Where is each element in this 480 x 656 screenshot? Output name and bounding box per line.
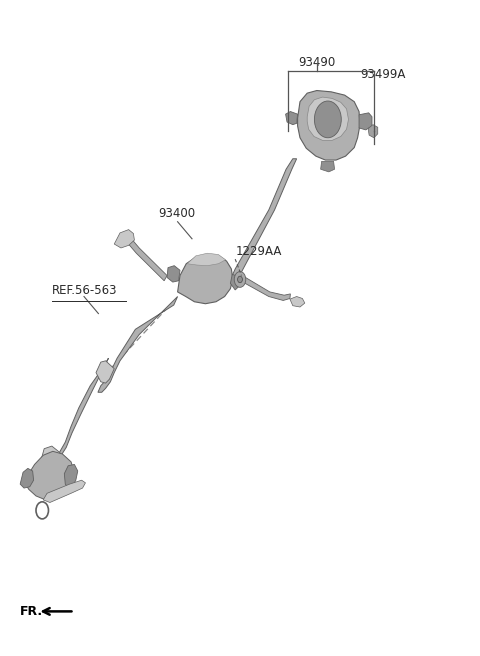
- Polygon shape: [43, 480, 85, 502]
- Polygon shape: [96, 361, 114, 383]
- Polygon shape: [64, 464, 78, 489]
- Polygon shape: [359, 113, 372, 130]
- Polygon shape: [178, 255, 233, 304]
- Polygon shape: [41, 446, 60, 467]
- Polygon shape: [26, 451, 74, 500]
- Text: 93490: 93490: [298, 56, 336, 69]
- Text: 93400: 93400: [158, 207, 195, 220]
- Polygon shape: [286, 112, 298, 125]
- Circle shape: [234, 272, 246, 287]
- Polygon shape: [114, 230, 134, 248]
- Polygon shape: [20, 468, 34, 488]
- Polygon shape: [187, 253, 226, 266]
- Text: 93499A: 93499A: [360, 68, 406, 81]
- Polygon shape: [238, 274, 290, 300]
- Polygon shape: [167, 266, 180, 282]
- Text: 1229AA: 1229AA: [235, 245, 282, 258]
- Polygon shape: [307, 97, 348, 140]
- Polygon shape: [124, 237, 167, 281]
- Polygon shape: [368, 125, 378, 138]
- Polygon shape: [230, 159, 297, 281]
- Circle shape: [314, 101, 341, 138]
- Polygon shape: [298, 91, 360, 160]
- Polygon shape: [321, 161, 335, 172]
- Text: REF.56-563: REF.56-563: [52, 284, 117, 297]
- Circle shape: [238, 276, 242, 283]
- Polygon shape: [55, 358, 108, 461]
- Polygon shape: [230, 274, 240, 290]
- Polygon shape: [98, 297, 178, 392]
- Text: FR.: FR.: [20, 605, 43, 618]
- Polygon shape: [290, 297, 305, 307]
